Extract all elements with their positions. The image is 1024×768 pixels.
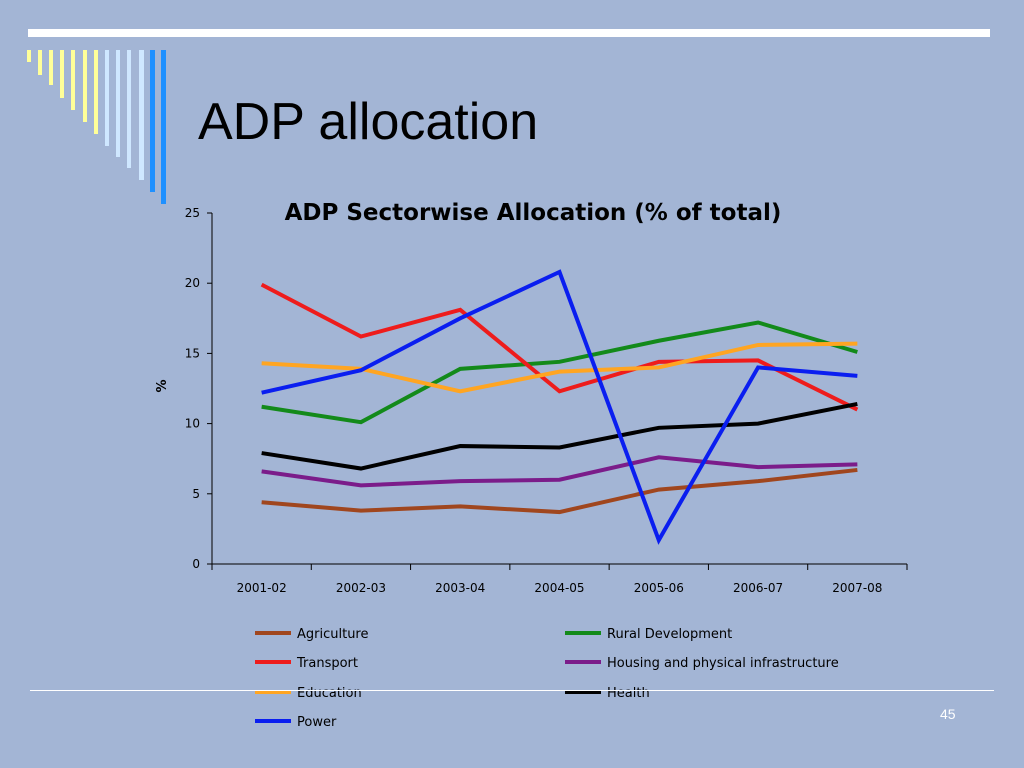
deco-stripe [71, 50, 75, 110]
y-tick-label: 10 [185, 417, 200, 431]
series-line-agriculture [261, 467, 858, 515]
deco-stripe [49, 50, 53, 85]
series-line-health [261, 401, 858, 471]
slide-title: ADP allocation [198, 93, 539, 151]
legend-label-rural-development: Rural Development [607, 627, 732, 642]
deco-stripe [105, 50, 109, 146]
x-tick-label: 2002-03 [336, 581, 386, 595]
series-line-rural-development [261, 320, 858, 425]
y-tick-label: 5 [192, 487, 200, 501]
x-tick-label: 2003-04 [435, 581, 485, 595]
legend-label-agriculture: Agriculture [297, 627, 369, 642]
legend-label-health: Health [607, 686, 650, 701]
legend-label-transport: Transport [296, 656, 358, 671]
deco-stripe [94, 50, 98, 134]
x-tick-label: 2004-05 [534, 581, 584, 595]
decorative-stripes [27, 50, 166, 204]
x-tick-label: 2007-08 [832, 581, 882, 595]
deco-stripe [116, 50, 120, 157]
series-line-transport [260, 282, 859, 412]
legend-label-education: Education [297, 686, 362, 701]
series-line-housing-and-physical-infrastructure [261, 455, 858, 488]
x-tick-label: 2001-02 [237, 581, 287, 595]
legend-label-housing-and-physical-infrastructure: Housing and physical infrastructure [607, 656, 839, 671]
legend-label-power: Power [297, 715, 337, 730]
series-line-power [261, 269, 858, 545]
bottom-rule [30, 690, 994, 691]
x-tick-label: 2006-07 [733, 581, 783, 595]
deco-stripe [83, 50, 87, 122]
deco-stripe [139, 50, 144, 180]
y-tick-label: 25 [185, 206, 200, 220]
deco-stripe [27, 50, 31, 62]
y-tick-label: 20 [185, 276, 200, 290]
page-number: 45 [940, 706, 956, 722]
deco-stripe [38, 50, 42, 75]
y-tick-label: 15 [185, 346, 200, 360]
y-tick-label: 0 [192, 557, 200, 571]
deco-stripe [161, 50, 166, 204]
deco-stripe [60, 50, 64, 98]
x-tick-label: 2005-06 [634, 581, 684, 595]
deco-stripe [150, 50, 155, 192]
chart-title: ADP Sectorwise Allocation (% of total) [285, 200, 782, 226]
top-rule [28, 29, 990, 37]
y-axis-label: % [155, 379, 170, 392]
deco-stripe [127, 50, 131, 168]
